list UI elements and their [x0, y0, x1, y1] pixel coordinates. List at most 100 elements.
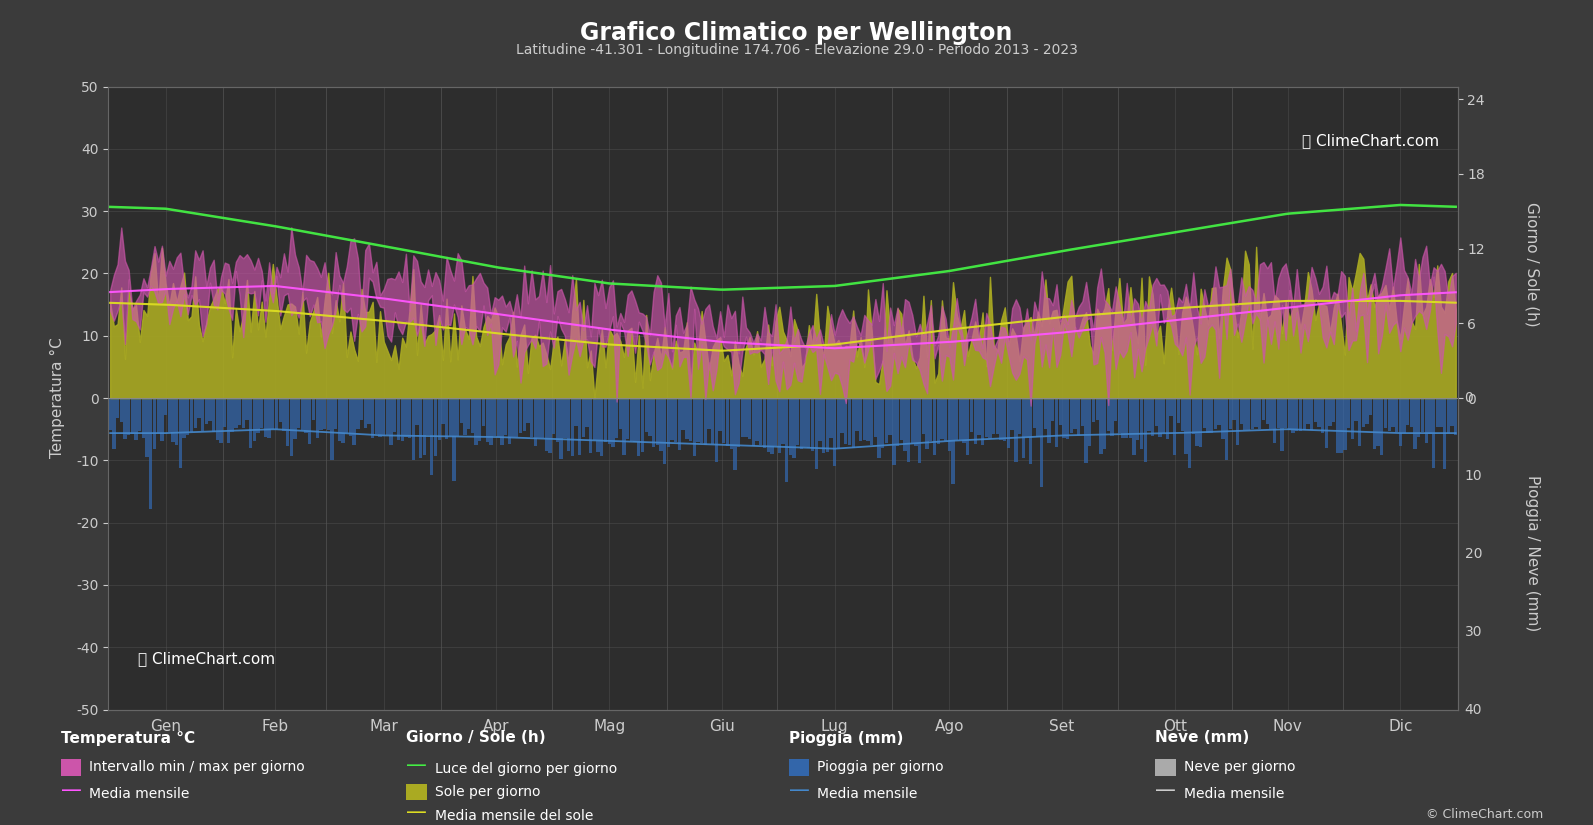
Bar [256, 398, 260, 432]
Bar [652, 398, 655, 447]
Bar [190, 398, 193, 432]
Bar [215, 398, 220, 441]
Bar [892, 398, 895, 465]
Bar [803, 398, 806, 447]
Bar [382, 398, 386, 436]
Bar [744, 398, 747, 437]
Bar [822, 398, 825, 453]
Bar [808, 398, 811, 448]
Bar [940, 398, 943, 439]
Bar [1244, 398, 1247, 430]
Text: 0: 0 [1464, 391, 1474, 405]
Bar [1200, 398, 1203, 446]
Bar [464, 398, 467, 436]
Bar [327, 398, 330, 430]
Bar [1099, 398, 1102, 455]
Bar [933, 398, 937, 455]
Bar [615, 398, 618, 438]
Bar [685, 398, 688, 440]
Bar [1303, 398, 1306, 430]
Bar [965, 398, 970, 455]
Bar [660, 398, 663, 450]
Bar [1110, 398, 1114, 436]
Bar [1287, 398, 1290, 430]
Bar [1413, 398, 1416, 449]
Bar [752, 398, 755, 446]
Bar [393, 398, 397, 432]
Bar [760, 398, 763, 446]
Text: Giorno / Sole (h): Giorno / Sole (h) [1525, 201, 1540, 327]
Bar [1388, 398, 1391, 431]
Bar [427, 398, 430, 436]
Bar [1192, 398, 1195, 434]
Bar [1351, 398, 1354, 439]
Bar [338, 398, 341, 441]
Bar [511, 398, 515, 436]
Bar [1007, 398, 1010, 448]
Bar [503, 398, 508, 435]
Bar [999, 398, 1002, 440]
Text: 10: 10 [1464, 469, 1481, 483]
Bar [844, 398, 847, 444]
Bar [929, 398, 932, 441]
Text: 30: 30 [1464, 625, 1481, 639]
Bar [386, 398, 389, 435]
Bar [400, 398, 405, 441]
Text: —: — [1155, 780, 1176, 800]
Bar [1362, 398, 1365, 427]
Bar [433, 398, 436, 455]
Bar [570, 398, 573, 455]
Bar [405, 398, 408, 437]
Text: Latitudine -41.301 - Longitudine 174.706 - Elevazione 29.0 - Periodo 2013 - 2023: Latitudine -41.301 - Longitudine 174.706… [516, 43, 1077, 57]
Bar [271, 398, 274, 429]
Bar [515, 398, 518, 437]
Bar [282, 398, 285, 431]
Bar [1332, 398, 1335, 422]
Bar [833, 398, 836, 465]
Bar [1236, 398, 1239, 445]
Bar [951, 398, 954, 484]
Bar [674, 398, 677, 442]
Bar [1354, 398, 1357, 421]
Text: Luce del giorno per giorno: Luce del giorno per giorno [435, 762, 616, 776]
Bar [408, 398, 411, 437]
Bar [1340, 398, 1343, 453]
Text: Intervallo min / max per giorno: Intervallo min / max per giorno [89, 761, 304, 775]
Bar [108, 398, 112, 430]
Bar [766, 398, 769, 452]
Bar [430, 398, 433, 475]
Bar [1169, 398, 1172, 416]
Bar [323, 398, 327, 428]
Bar [1321, 398, 1324, 433]
Bar [604, 398, 607, 442]
Bar [1048, 398, 1051, 443]
Bar [1114, 398, 1117, 421]
Bar [1077, 398, 1080, 436]
Bar [1407, 398, 1410, 425]
Bar [1211, 398, 1214, 432]
Bar [707, 398, 710, 429]
Bar [726, 398, 730, 446]
Bar [264, 398, 268, 437]
Bar [335, 398, 338, 429]
Bar [1222, 398, 1225, 439]
Bar [903, 398, 906, 451]
Bar [593, 398, 596, 440]
Bar [548, 398, 551, 453]
Bar [307, 398, 312, 444]
Bar [977, 398, 981, 436]
Bar [276, 398, 279, 429]
Bar [1443, 398, 1446, 469]
Bar [209, 398, 212, 422]
Text: —: — [406, 803, 427, 823]
Text: Media mensile del sole: Media mensile del sole [435, 809, 593, 823]
Bar [996, 398, 999, 434]
Bar [1239, 398, 1243, 424]
Bar [438, 398, 441, 440]
Text: 40: 40 [1464, 703, 1481, 716]
Bar [578, 398, 581, 455]
Bar [755, 398, 758, 441]
Bar [452, 398, 456, 481]
Bar [984, 398, 988, 437]
Bar [830, 398, 833, 438]
